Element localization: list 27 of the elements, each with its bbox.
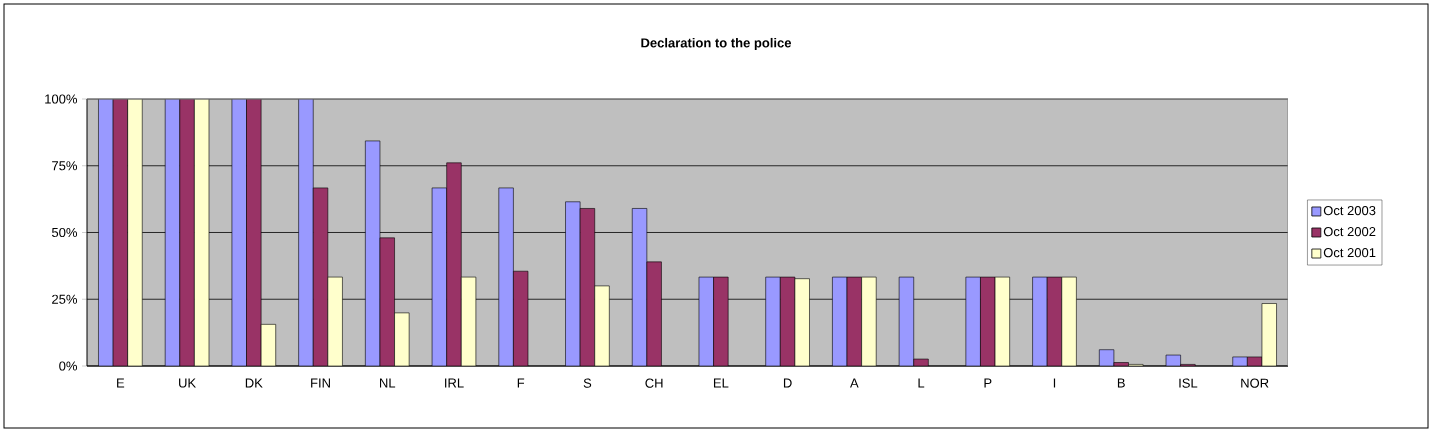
legend-label: Oct 2002 [1323, 226, 1376, 237]
x-tick-label: ISL [1179, 378, 1198, 388]
x-tick-label: P [984, 378, 992, 388]
x-tick-label: NOR [1241, 378, 1269, 388]
x-tick-label: IRL [445, 378, 464, 388]
x-tick-label: NL [380, 378, 396, 388]
x-tick-label: B [1117, 378, 1125, 388]
chart-title: Declaration to the police [641, 37, 792, 51]
x-tick-label: L [918, 378, 925, 388]
x-tick-label: A [850, 378, 859, 388]
legend-label: Oct 2003 [1323, 205, 1376, 216]
x-tick-label: CH [645, 378, 663, 388]
y-tick-label: 50% [51, 227, 78, 238]
x-tick-label: UK [179, 378, 196, 388]
x-tick-label: E [117, 378, 125, 388]
y-tick-label: 75% [52, 161, 78, 171]
x-tick-label: DK [245, 378, 263, 388]
x-tick-label: FIN [311, 378, 330, 388]
x-tick-label: F [517, 378, 525, 388]
legend-label: Oct 2001 [1323, 248, 1376, 258]
y-tick-label: 0% [59, 361, 78, 371]
y-tick-label: 25% [52, 294, 78, 304]
x-tick-label: I [1053, 378, 1056, 388]
y-tick-label: 100% [45, 94, 78, 104]
x-tick-label: D [783, 378, 792, 388]
x-tick-label: EL [713, 378, 729, 388]
x-tick-label: S [583, 378, 592, 388]
